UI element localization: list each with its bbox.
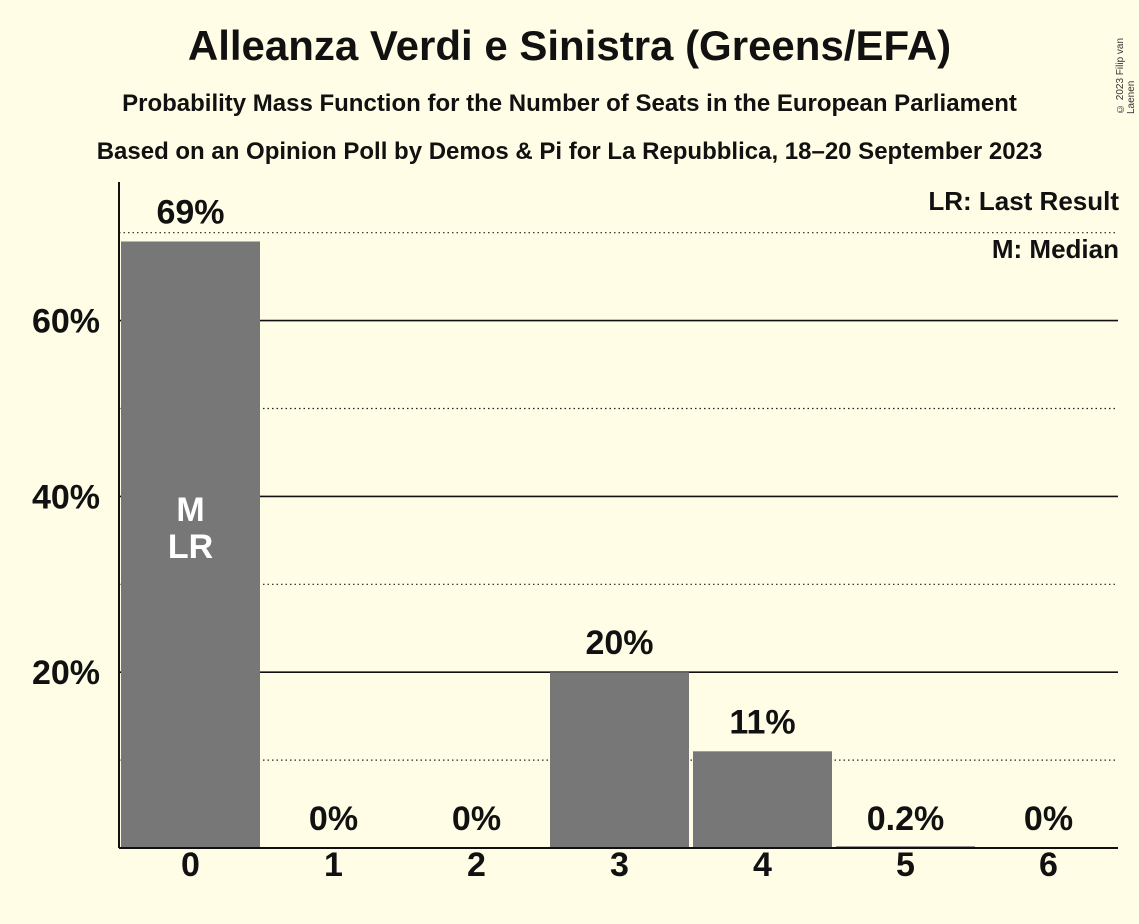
y-tick-label: 60% [32, 303, 100, 341]
x-tick-label: 1 [324, 846, 343, 884]
x-tick-label: 0 [181, 846, 200, 884]
legend-last-result: LR: Last Result [928, 186, 1119, 216]
y-tick-label: 20% [32, 654, 100, 692]
chart-subtitle: Probability Mass Function for the Number… [122, 90, 1017, 117]
chart-source: Based on an Opinion Poll by Demos & Pi f… [96, 138, 1043, 165]
x-tick-label: 5 [896, 846, 915, 884]
chart-title: Alleanza Verdi e Sinistra (Greens/EFA) [187, 22, 952, 69]
bar-value-label: 0% [452, 800, 501, 838]
bar-value-label: 20% [585, 624, 653, 662]
x-tick-label: 2 [467, 846, 486, 884]
legend-median: M: Median [991, 234, 1119, 264]
y-tick-label: 40% [32, 478, 100, 516]
x-tick-label: 4 [753, 846, 772, 884]
bar-value-label: 11% [729, 703, 795, 741]
bar [693, 751, 832, 848]
bar-value-label: 0% [309, 800, 358, 838]
x-tick-label: 6 [1039, 846, 1058, 884]
bar-value-label: 69% [156, 193, 224, 231]
bar [121, 241, 260, 849]
bar-value-label: 0.2% [867, 800, 945, 838]
bar-value-label: 0% [1024, 800, 1073, 838]
last-result-marker: LR [168, 528, 213, 566]
bar [550, 672, 689, 848]
median-marker: M [176, 491, 204, 529]
x-tick-label: 3 [610, 846, 629, 884]
